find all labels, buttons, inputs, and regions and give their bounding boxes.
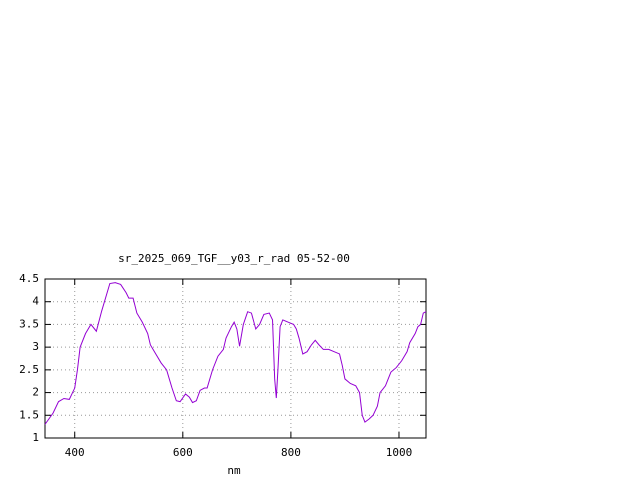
x-tick-label: 400 [65, 446, 85, 459]
x-tick-label: 600 [173, 446, 193, 459]
data-line [44, 282, 427, 425]
plot-frame [44, 278, 427, 439]
y-tick-label: 2.5 [19, 363, 39, 376]
chart-title: sr_2025_069_TGF__y03_r_rad 05-52-00 [118, 252, 350, 265]
y-tick-label: 4.5 [19, 272, 39, 285]
y-tick-label: 2 [32, 386, 39, 399]
y-tick-label: 1 [32, 431, 39, 444]
x-tick-label: 1000 [386, 446, 413, 459]
y-tick-label: 3 [32, 340, 39, 353]
x-tick-label: 800 [281, 446, 301, 459]
y-tick-label: 1.5 [19, 408, 39, 421]
y-tick-label: 3.5 [19, 317, 39, 330]
x-axis-label: nm [227, 464, 241, 477]
y-tick-label: 4 [32, 295, 39, 308]
